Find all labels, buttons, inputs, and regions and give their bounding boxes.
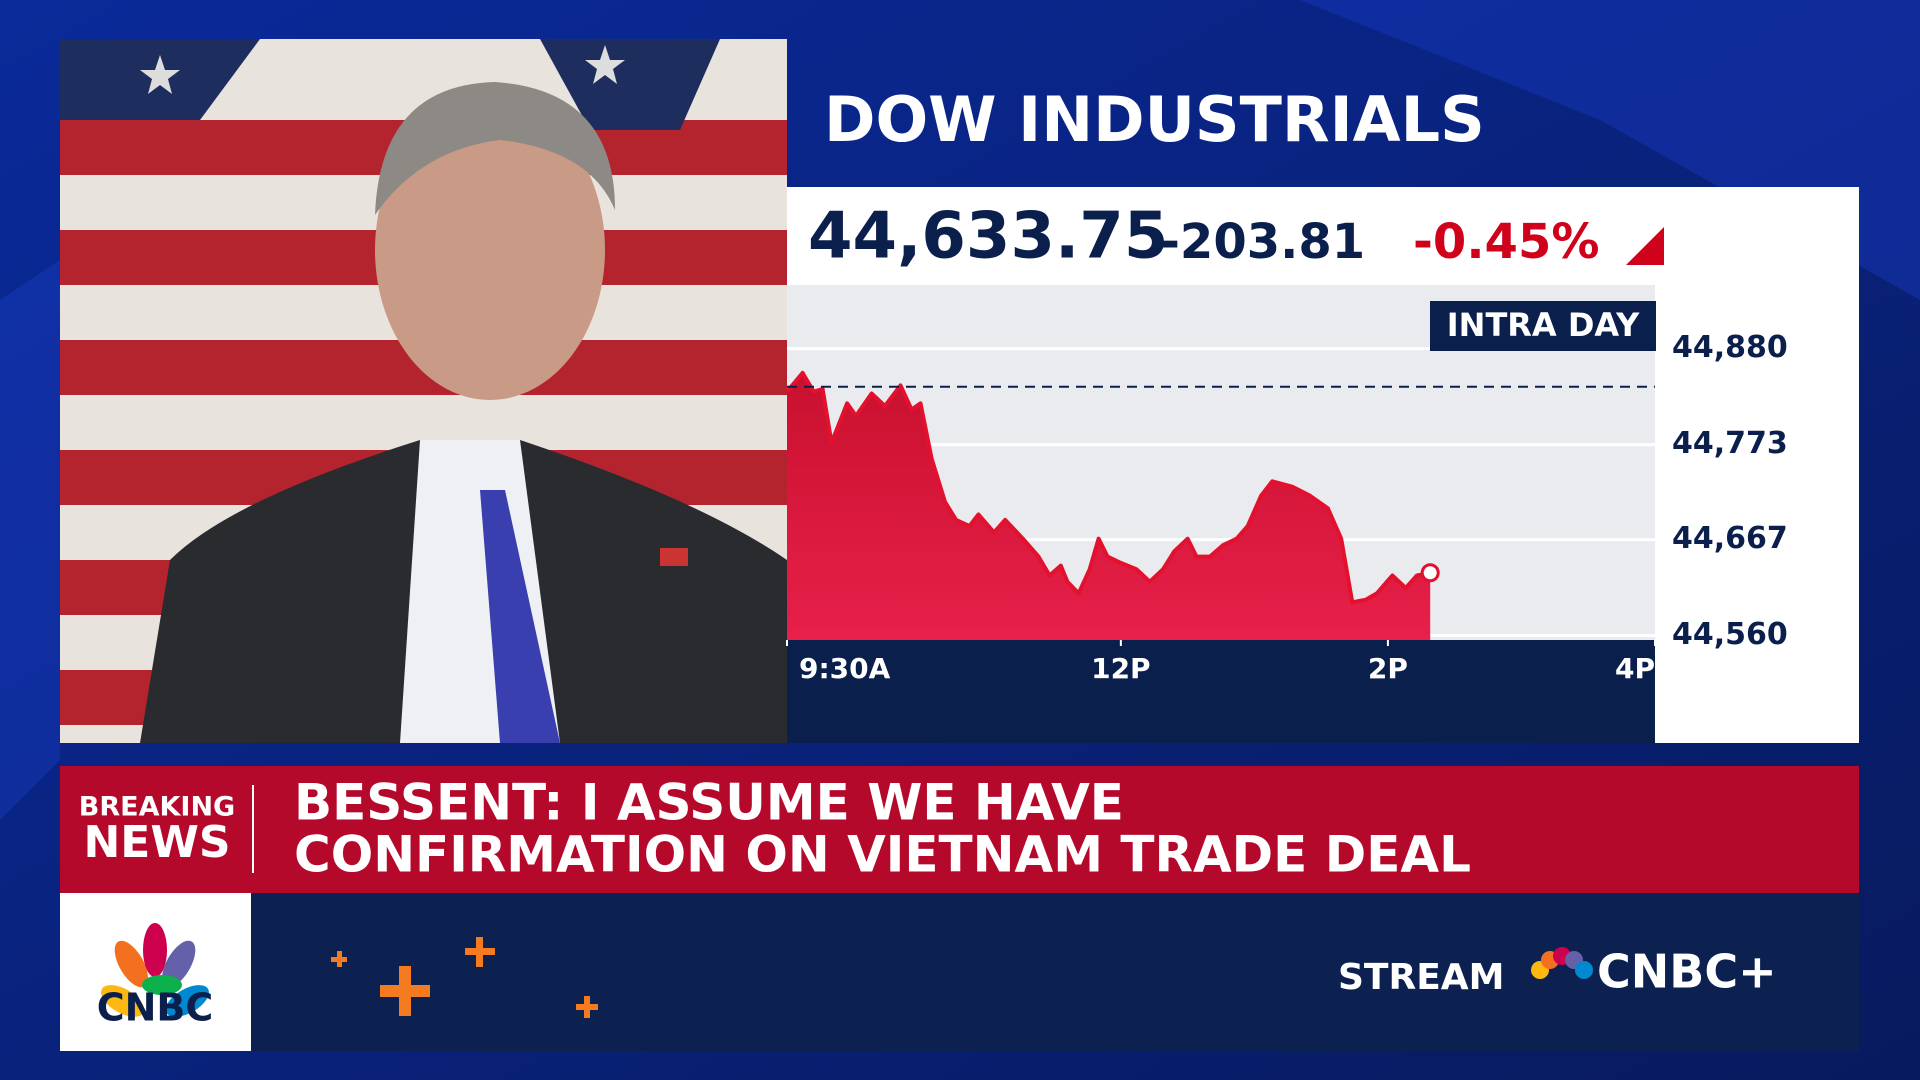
headline: CONFIRMATION ON VIETNAM TRADE DEAL [294,826,1471,884]
net-change: -203.81 [1160,214,1365,270]
breaking-label: BREAKING [79,792,235,823]
x-axis-panel [787,640,1655,743]
peacock-small [1531,947,1593,979]
last-price: 44,633.75 [808,200,1168,274]
y-axis-panel [1655,285,1859,743]
bg-shape [0,260,60,820]
badge [1430,301,1656,351]
breaking-banner [60,766,1859,893]
footer-bar [60,893,1859,1051]
percent-change: -0.45% [1413,214,1599,270]
x-tick-label: 4P [1615,652,1655,685]
down-indicator [1626,227,1664,265]
area [787,372,1431,640]
headline: BESSENT: I ASSUME WE HAVE [294,774,1124,832]
x-tick-label: 9:30A [799,652,891,685]
peacock-logo [101,923,209,1017]
y-tick-label: 44,773 [1672,426,1788,461]
line [785,370,1431,605]
logo-text: CNBC [97,986,214,1030]
quote-bar [787,187,1859,285]
y-tick-label: 44,667 [1672,521,1788,556]
last-point [1420,563,1440,583]
y-tick-label: 44,880 [1672,330,1788,365]
video-feed [60,39,787,743]
stream-label: STREAM [1338,957,1504,998]
breaking-label: NEWS [83,817,230,868]
brand-label: CNBC+ [1597,945,1777,999]
x-tick-label: 12P [1091,652,1151,685]
badge-label: INTRA DAY [1447,306,1640,344]
decor-plus [331,937,598,1018]
y-tick-label: 44,560 [1672,617,1788,652]
title: DOW INDUSTRIALS [824,83,1485,156]
bg-shape [1300,0,1920,300]
x-tick-label: 2P [1368,652,1408,685]
